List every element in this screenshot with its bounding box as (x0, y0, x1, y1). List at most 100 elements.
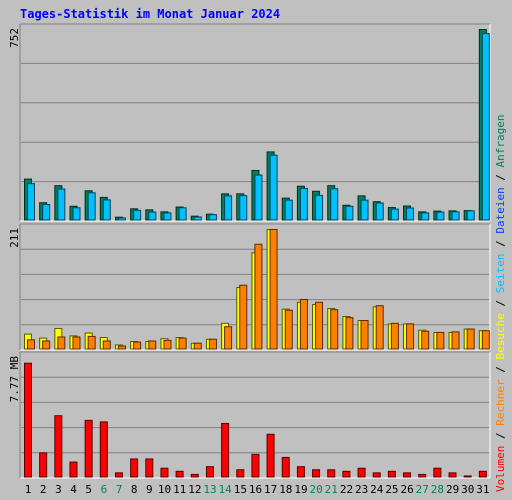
bar-seiten-day-29 (451, 211, 460, 221)
bar-volumen-day-14 (221, 422, 230, 478)
bar-rechner-day-27 (421, 330, 430, 350)
bar-seiten-day-18 (284, 199, 293, 221)
bar-rechner-day-18 (284, 309, 293, 350)
bar-volumen-day-2 (39, 452, 48, 478)
x-tick-label-day-13: 13 (203, 483, 216, 496)
bar-seiten-day-31 (481, 33, 490, 221)
bar-seiten-day-23 (360, 199, 369, 221)
bar-rechner-day-17 (269, 229, 278, 350)
x-tick-label-day-15: 15 (234, 483, 247, 496)
bar-rechner-day-5 (87, 335, 96, 350)
x-tick-label-day-2: 2 (40, 483, 47, 496)
bar-seiten-day-21 (330, 188, 339, 221)
bar-seiten-day-10 (163, 212, 172, 221)
legend-item-seiten: Seiten (494, 254, 507, 294)
bar-rechner-day-28 (436, 331, 445, 350)
bar-volumen-day-11 (175, 470, 184, 478)
x-tick-label-day-16: 16 (249, 483, 262, 496)
x-tick-label-day-22: 22 (340, 483, 353, 496)
x-tick-label-day-25: 25 (385, 483, 398, 496)
legend-item-dateien: Dateien (494, 187, 507, 233)
bar-volumen-day-16 (251, 453, 260, 478)
x-tick-label-day-4: 4 (70, 483, 77, 496)
bar-volumen-day-21 (327, 469, 336, 478)
bar-rechner-day-30 (466, 328, 475, 350)
legend-item-besuche: Besuche (494, 313, 507, 359)
x-tick-label-day-19: 19 (294, 483, 307, 496)
bar-volumen-day-20 (312, 469, 321, 478)
legend-item-rechner: Rechner (494, 379, 507, 426)
bar-seiten-day-24 (375, 202, 384, 221)
bar-volumen-day-10 (160, 467, 169, 478)
x-tick-label-day-20: 20 (310, 483, 323, 496)
bar-volumen-day-23 (357, 467, 366, 478)
bar-seiten-day-8 (133, 209, 142, 221)
x-tick-label-day-14: 14 (219, 483, 233, 496)
bar-rechner-day-19 (299, 298, 308, 350)
bar-rechner-day-7 (117, 345, 126, 350)
bar-volumen-day-25 (387, 470, 396, 478)
x-tick-label-day-30: 30 (461, 483, 474, 496)
bar-rechner-day-26 (406, 323, 415, 350)
bar-rechner-day-14 (224, 326, 233, 350)
bar-volumen-day-4 (69, 461, 78, 478)
bar-seiten-day-19 (299, 187, 308, 221)
bar-seiten-day-4 (72, 207, 81, 221)
bar-rechner-day-15 (239, 284, 248, 350)
x-tick-label-day-3: 3 (55, 483, 62, 496)
bar-volumen-day-6 (99, 421, 108, 478)
x-tick-label-day-1: 1 (25, 483, 32, 496)
bar-seiten-day-13 (208, 214, 217, 221)
bar-rechner-day-11 (178, 337, 187, 350)
panel-bottom-max-label: 7.77 MB (8, 356, 21, 403)
bar-seiten-day-20 (315, 194, 324, 221)
bar-rechner-day-12 (193, 342, 202, 350)
bar-rechner-day-31 (481, 330, 490, 350)
bar-volumen-day-30 (463, 475, 472, 478)
bar-seiten-day-26 (406, 207, 415, 221)
bar-seiten-day-9 (148, 211, 157, 221)
bar-volumen-day-8 (130, 458, 139, 478)
legend-separator: / (494, 293, 507, 313)
bar-volumen-day-9 (145, 458, 154, 478)
legend-separator: / (494, 360, 507, 380)
bar-rechner-day-20 (315, 301, 324, 350)
x-tick-label-day-21: 21 (325, 483, 338, 496)
bar-volumen-day-28 (433, 467, 442, 478)
legend-item-volumen: Volumen (494, 446, 507, 492)
bar-seiten-day-25 (390, 208, 399, 221)
x-tick-label-day-23: 23 (355, 483, 368, 496)
bar-volumen-day-31 (478, 470, 487, 478)
x-tick-label-day-24: 24 (370, 483, 384, 496)
x-tick-label-day-11: 11 (173, 483, 186, 496)
bar-seiten-day-12 (193, 216, 202, 221)
bar-volumen-day-15 (236, 469, 245, 478)
bar-volumen-day-12 (190, 473, 199, 478)
x-tick-label-day-31: 31 (476, 483, 489, 496)
bar-seiten-day-6 (102, 199, 111, 221)
bar-volumen-day-3 (54, 415, 63, 478)
bar-volumen-day-26 (403, 472, 412, 478)
bar-seiten-day-16 (254, 174, 263, 221)
bar-rechner-day-4 (72, 336, 81, 350)
legend-separator: / (494, 234, 507, 254)
bar-seiten-day-27 (421, 212, 430, 221)
bar-seiten-day-28 (436, 211, 445, 221)
bar-seiten-day-15 (239, 195, 248, 221)
x-tick-label-day-10: 10 (158, 483, 171, 496)
bar-rechner-day-9 (148, 340, 157, 350)
bar-volumen-day-29 (448, 472, 457, 478)
bar-rechner-day-2 (42, 340, 51, 350)
x-tick-label-day-27: 27 (416, 483, 429, 496)
x-tick-label-day-12: 12 (188, 483, 201, 496)
x-tick-label-day-9: 9 (146, 483, 153, 496)
chart-title: Tages-Statistik im Monat Januar 2024 (20, 7, 281, 21)
bar-rechner-day-25 (390, 322, 399, 350)
bar-rechner-day-21 (330, 309, 339, 350)
bar-volumen-day-24 (372, 472, 381, 478)
bar-volumen-day-1 (24, 362, 32, 478)
bar-volumen-day-27 (418, 473, 427, 478)
x-tick-label-day-7: 7 (116, 483, 123, 496)
bar-volumen-day-17 (266, 433, 275, 478)
